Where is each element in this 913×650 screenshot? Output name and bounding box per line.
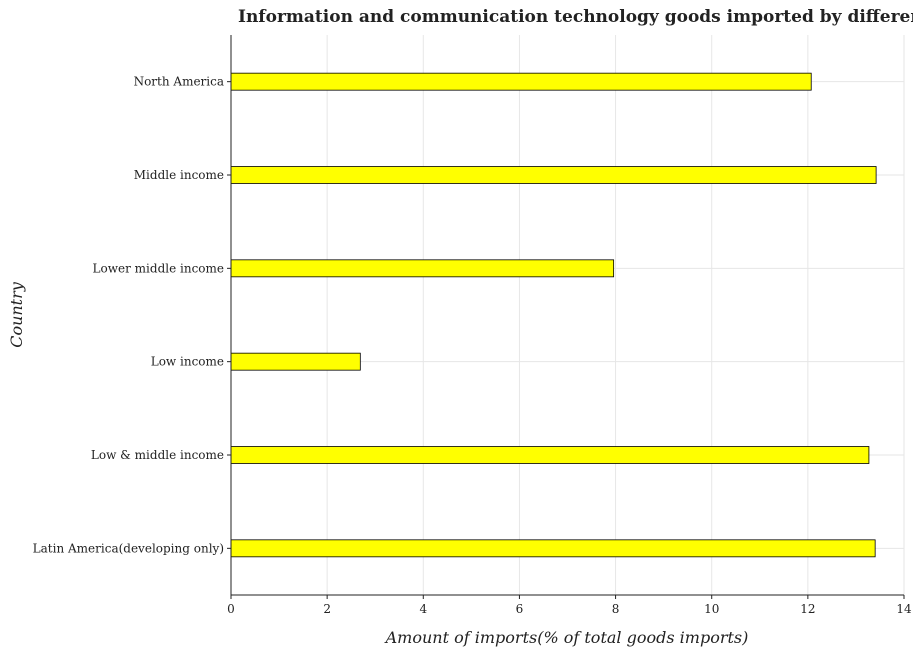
- x-tick-label: 0: [227, 602, 235, 616]
- x-tick-labels: 0 2 4 6 8 10 12 14: [227, 595, 912, 616]
- y-axis-label: Country: [7, 281, 26, 348]
- y-tick-label: North America: [134, 75, 224, 89]
- x-tick-label: 6: [516, 602, 524, 616]
- y-tick-label: Middle income: [134, 168, 224, 182]
- bars: [230, 72, 877, 558]
- x-tick-label: 4: [419, 602, 427, 616]
- y-tick-label: Low income: [151, 355, 224, 369]
- y-tick-label: Latin America(developing only): [33, 541, 224, 555]
- x-tick-label: 10: [704, 602, 719, 616]
- grid-lines: [230, 35, 905, 595]
- y-tick-labels: Latin America(developing only) Low & midd…: [33, 75, 231, 555]
- bar: [230, 539, 876, 558]
- bar: [230, 352, 361, 371]
- x-tick-label: 8: [612, 602, 620, 616]
- bar: [230, 446, 870, 464]
- bar: [230, 166, 877, 184]
- x-tick-label: 14: [896, 602, 912, 616]
- chart-title: Information and communication technology…: [238, 7, 913, 27]
- bar: [230, 72, 812, 91]
- y-tick-label: Low & middle income: [91, 448, 224, 462]
- x-tick-label: 12: [800, 602, 815, 616]
- x-tick-label: 2: [323, 602, 331, 616]
- bar: [230, 259, 615, 278]
- x-axis-label: Amount of imports(% of total goods impor…: [384, 628, 749, 647]
- y-tick-label: Lower middle income: [93, 261, 224, 275]
